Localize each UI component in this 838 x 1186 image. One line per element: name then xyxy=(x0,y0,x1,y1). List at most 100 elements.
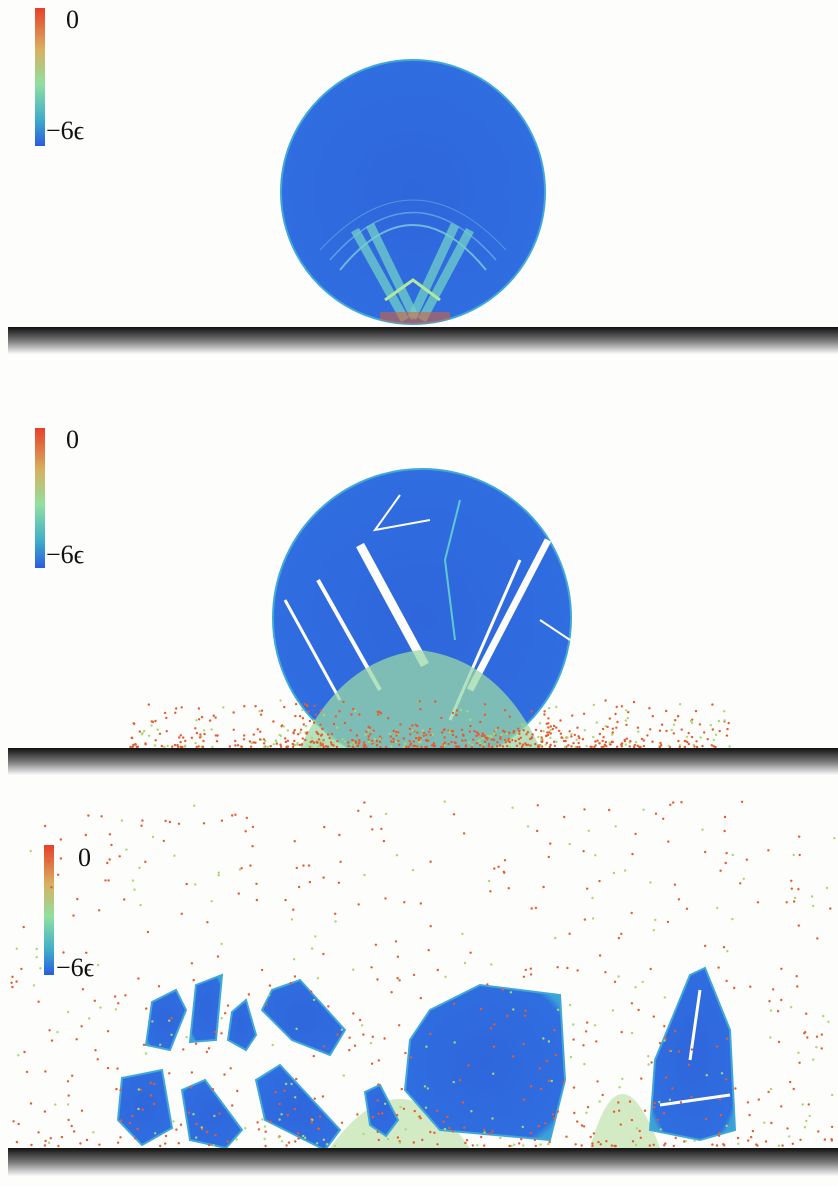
particle xyxy=(293,740,295,742)
particle xyxy=(479,721,481,723)
particle xyxy=(667,921,669,923)
particle xyxy=(792,1143,794,1145)
particle xyxy=(233,729,235,731)
particle xyxy=(624,869,626,871)
particle xyxy=(385,813,387,815)
particle xyxy=(44,1140,46,1142)
particle xyxy=(87,814,89,816)
particle xyxy=(674,1030,676,1032)
particle xyxy=(647,1063,649,1065)
particle xyxy=(372,1036,374,1038)
particle xyxy=(617,1101,619,1103)
particle xyxy=(227,1140,229,1142)
particle xyxy=(377,713,379,715)
particle xyxy=(518,730,520,732)
particle xyxy=(261,710,263,712)
particle xyxy=(384,897,386,899)
particle xyxy=(356,1113,358,1115)
particle xyxy=(344,722,346,724)
particle xyxy=(621,705,623,707)
particle xyxy=(725,1078,727,1080)
particle xyxy=(540,730,542,732)
particle xyxy=(48,1029,50,1031)
particle xyxy=(376,740,378,742)
particle xyxy=(341,738,343,740)
particle xyxy=(415,737,417,739)
particle xyxy=(546,731,548,733)
particle xyxy=(317,977,319,979)
particle xyxy=(509,739,511,741)
particle xyxy=(822,1015,824,1017)
particle xyxy=(342,701,344,703)
particle xyxy=(733,987,735,989)
particle xyxy=(327,746,329,748)
particle xyxy=(640,1077,642,1079)
particle xyxy=(368,735,370,737)
particle xyxy=(464,962,466,964)
particle xyxy=(571,714,573,716)
particle xyxy=(629,1100,631,1102)
particle xyxy=(548,1141,550,1143)
particle xyxy=(379,741,381,743)
particle xyxy=(506,733,508,735)
particle xyxy=(461,740,463,742)
particle xyxy=(420,902,422,904)
particle xyxy=(260,714,262,716)
particle xyxy=(539,722,541,724)
particle xyxy=(419,1115,421,1117)
particle xyxy=(587,1106,589,1108)
particle xyxy=(150,724,152,726)
particle xyxy=(419,708,421,710)
particle xyxy=(588,830,590,832)
particle xyxy=(442,746,444,748)
particle xyxy=(413,1141,415,1143)
particle xyxy=(651,741,653,743)
particle xyxy=(454,1041,456,1043)
particle xyxy=(570,735,572,737)
colorbar-max-label: 0 xyxy=(66,425,79,454)
particle xyxy=(390,745,392,747)
particle xyxy=(559,719,561,721)
colorbar-max-label: 0 xyxy=(78,843,91,872)
particle xyxy=(206,1051,208,1053)
particle xyxy=(352,1012,354,1014)
particle xyxy=(484,741,486,743)
particle xyxy=(665,730,667,732)
particle xyxy=(497,866,499,868)
particle xyxy=(767,849,769,851)
particle xyxy=(463,1127,465,1129)
particle xyxy=(192,1113,194,1115)
particle xyxy=(172,1120,174,1122)
particle xyxy=(530,973,532,975)
particle xyxy=(643,739,645,741)
particle xyxy=(496,745,498,747)
particle xyxy=(269,1121,271,1123)
particle xyxy=(456,709,458,711)
particle xyxy=(568,730,570,732)
particle xyxy=(158,985,160,987)
particle xyxy=(181,706,183,708)
particle xyxy=(483,1131,485,1133)
particle xyxy=(726,1038,728,1040)
particle xyxy=(453,813,455,815)
particle xyxy=(530,710,532,712)
particle xyxy=(379,735,381,737)
particle xyxy=(668,745,670,747)
particle xyxy=(370,966,372,968)
particle xyxy=(336,740,338,742)
particle xyxy=(747,1139,749,1141)
particle xyxy=(658,746,660,748)
particle xyxy=(701,828,703,830)
particle xyxy=(791,888,793,890)
particle xyxy=(553,741,555,743)
particle xyxy=(57,874,59,876)
particle xyxy=(642,981,644,983)
particle xyxy=(594,854,596,856)
particle xyxy=(826,887,828,889)
particle xyxy=(627,711,629,713)
particle xyxy=(629,745,631,747)
particle xyxy=(833,837,835,839)
particle xyxy=(376,978,378,980)
particle xyxy=(327,1005,329,1007)
particle xyxy=(573,1112,575,1114)
